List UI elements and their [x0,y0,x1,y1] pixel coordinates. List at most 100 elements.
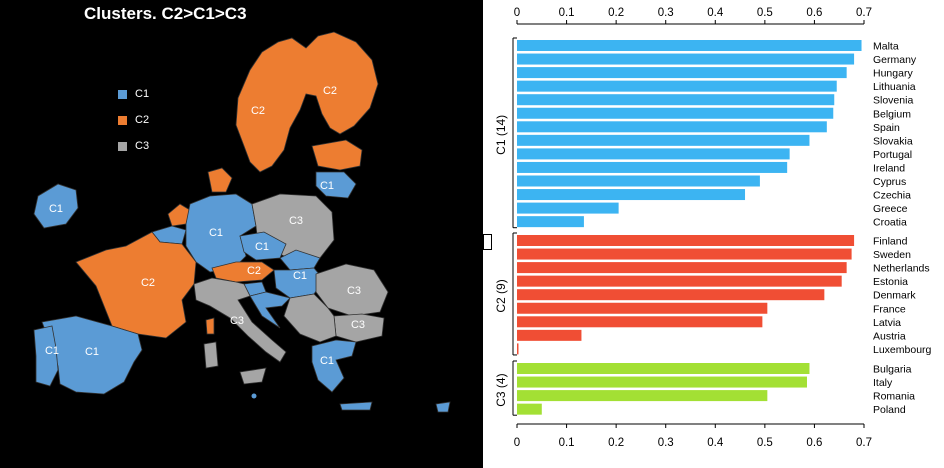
x-tick-label-bottom: 0.7 [856,437,872,449]
bar [517,329,582,341]
legend-label-c1: C1 [135,88,150,100]
bar-category-label: Romania [873,391,915,403]
x-tick-label-bottom: 0.1 [559,437,575,449]
legend-swatch-c1 [118,89,127,99]
legend-label-c2: C2 [135,114,150,126]
map-title: Clusters. C2>C1>C3 [84,4,247,23]
region-baltic-north [311,139,363,171]
region-ireland [33,183,79,229]
x-tick-label-bottom: 0.3 [658,437,674,449]
map-region-label: C1 [255,241,269,253]
region-croatia [249,291,291,329]
map-region-label: C1 [45,345,59,357]
bar-category-label: Latvia [873,317,901,329]
bar [517,216,584,228]
bar-category-label: Hungary [873,68,913,80]
region-germany [185,193,257,273]
region-cyprus [435,401,451,413]
bar-category-label: Estonia [873,276,908,288]
region-crete [339,401,373,411]
bar-category-label: Malta [873,41,899,53]
region-sicily [239,367,267,385]
x-tick-label-bottom: 0.2 [608,437,624,449]
bar [517,134,810,146]
x-tick-label-top: 0 [514,7,520,19]
bar [517,53,855,65]
region-austria [211,261,275,283]
bar-category-label: Netherlands [873,263,930,275]
map-region-label: C3 [289,215,303,227]
bar [517,94,835,106]
region-sardinia [203,341,219,369]
map-region-label: C1 [85,346,99,358]
bar-category-label: Slovenia [873,95,913,107]
map-region-label: C1 [49,203,63,215]
bar-category-label: Poland [873,404,906,416]
region-romania [315,263,389,317]
x-tick-label-top: 0.7 [856,7,872,19]
bar [517,40,862,51]
x-tick-label-top: 0.2 [608,7,624,19]
bar [517,121,827,133]
group-label: C2 (9) [494,279,508,312]
region-portugal [33,325,59,387]
bar [517,262,847,274]
bar [517,67,847,79]
region-malta [251,393,257,399]
x-tick-label-bottom: 0.4 [707,437,724,449]
bar-category-label: Bulgaria [873,364,912,376]
bar [517,107,834,119]
region-slovakia [279,249,321,271]
bar [517,343,519,355]
region-italy [193,277,287,363]
bar [517,363,810,374]
bar-category-label: Luxembourg [873,344,932,356]
bar-category-label: Lithuania [873,81,916,93]
bar [517,376,807,388]
x-tick-label-bottom: 0 [514,437,520,449]
bar [517,302,768,314]
x-tick-label-top: 0.3 [658,7,674,19]
bar [517,403,542,415]
bar-category-label: Finland [873,236,908,248]
map-region-label: C2 [247,265,261,277]
map-region-label: C1 [293,270,307,282]
bar [517,289,825,301]
group-label: C1 (14) [494,115,508,155]
bar-category-label: Slovakia [873,135,913,147]
map-region-label: C2 [323,85,337,97]
legend-item-c1: C1 [118,88,149,100]
legend-label-c3: C3 [135,140,150,152]
panel-divider-handle [483,234,492,250]
legend-swatch-c2 [118,115,127,125]
region-corsica [205,317,215,335]
bar [517,189,746,201]
europe-cluster-map: C2 C2 C1 C1 C3 C1 C1 C2 C1 C2 C3 C3 C3 C1 C1 C1 [33,31,451,413]
map-region-label: C1 [320,180,334,192]
bar-category-label: Denmark [873,290,916,302]
bar-category-label: France [873,303,906,315]
x-tick-label-top: 0.1 [559,7,575,19]
x-tick-label-bottom: 0.6 [806,437,822,449]
legend-swatch-c3 [118,141,127,151]
bar-category-label: Austria [873,330,906,342]
bar [517,202,619,214]
bar-category-label: Germany [873,54,917,66]
bar-category-label: Czechia [873,190,911,202]
map-region-label: C3 [347,285,361,297]
map-region-label: C3 [230,315,244,327]
bar [517,248,852,260]
region-lithuania [315,171,357,199]
region-scandinavia [235,31,379,173]
bar-category-label: Croatia [873,217,907,229]
bar [517,390,768,402]
bar-category-label: Sweden [873,249,911,261]
bar-category-label: Italy [873,377,893,389]
cluster-map-panel: C2 C2 C1 C1 C3 C1 C1 C2 C1 C2 C3 C3 C3 C1 C1 C1 Cluster… [0,0,483,468]
group-label: C3 (4) [494,373,508,406]
bar [517,175,760,187]
bar-category-label: Greece [873,203,908,215]
x-tick-label-bottom: 0.5 [757,437,773,449]
x-tick-label-top: 0.5 [757,7,773,19]
bar-category-label: Ireland [873,162,905,174]
